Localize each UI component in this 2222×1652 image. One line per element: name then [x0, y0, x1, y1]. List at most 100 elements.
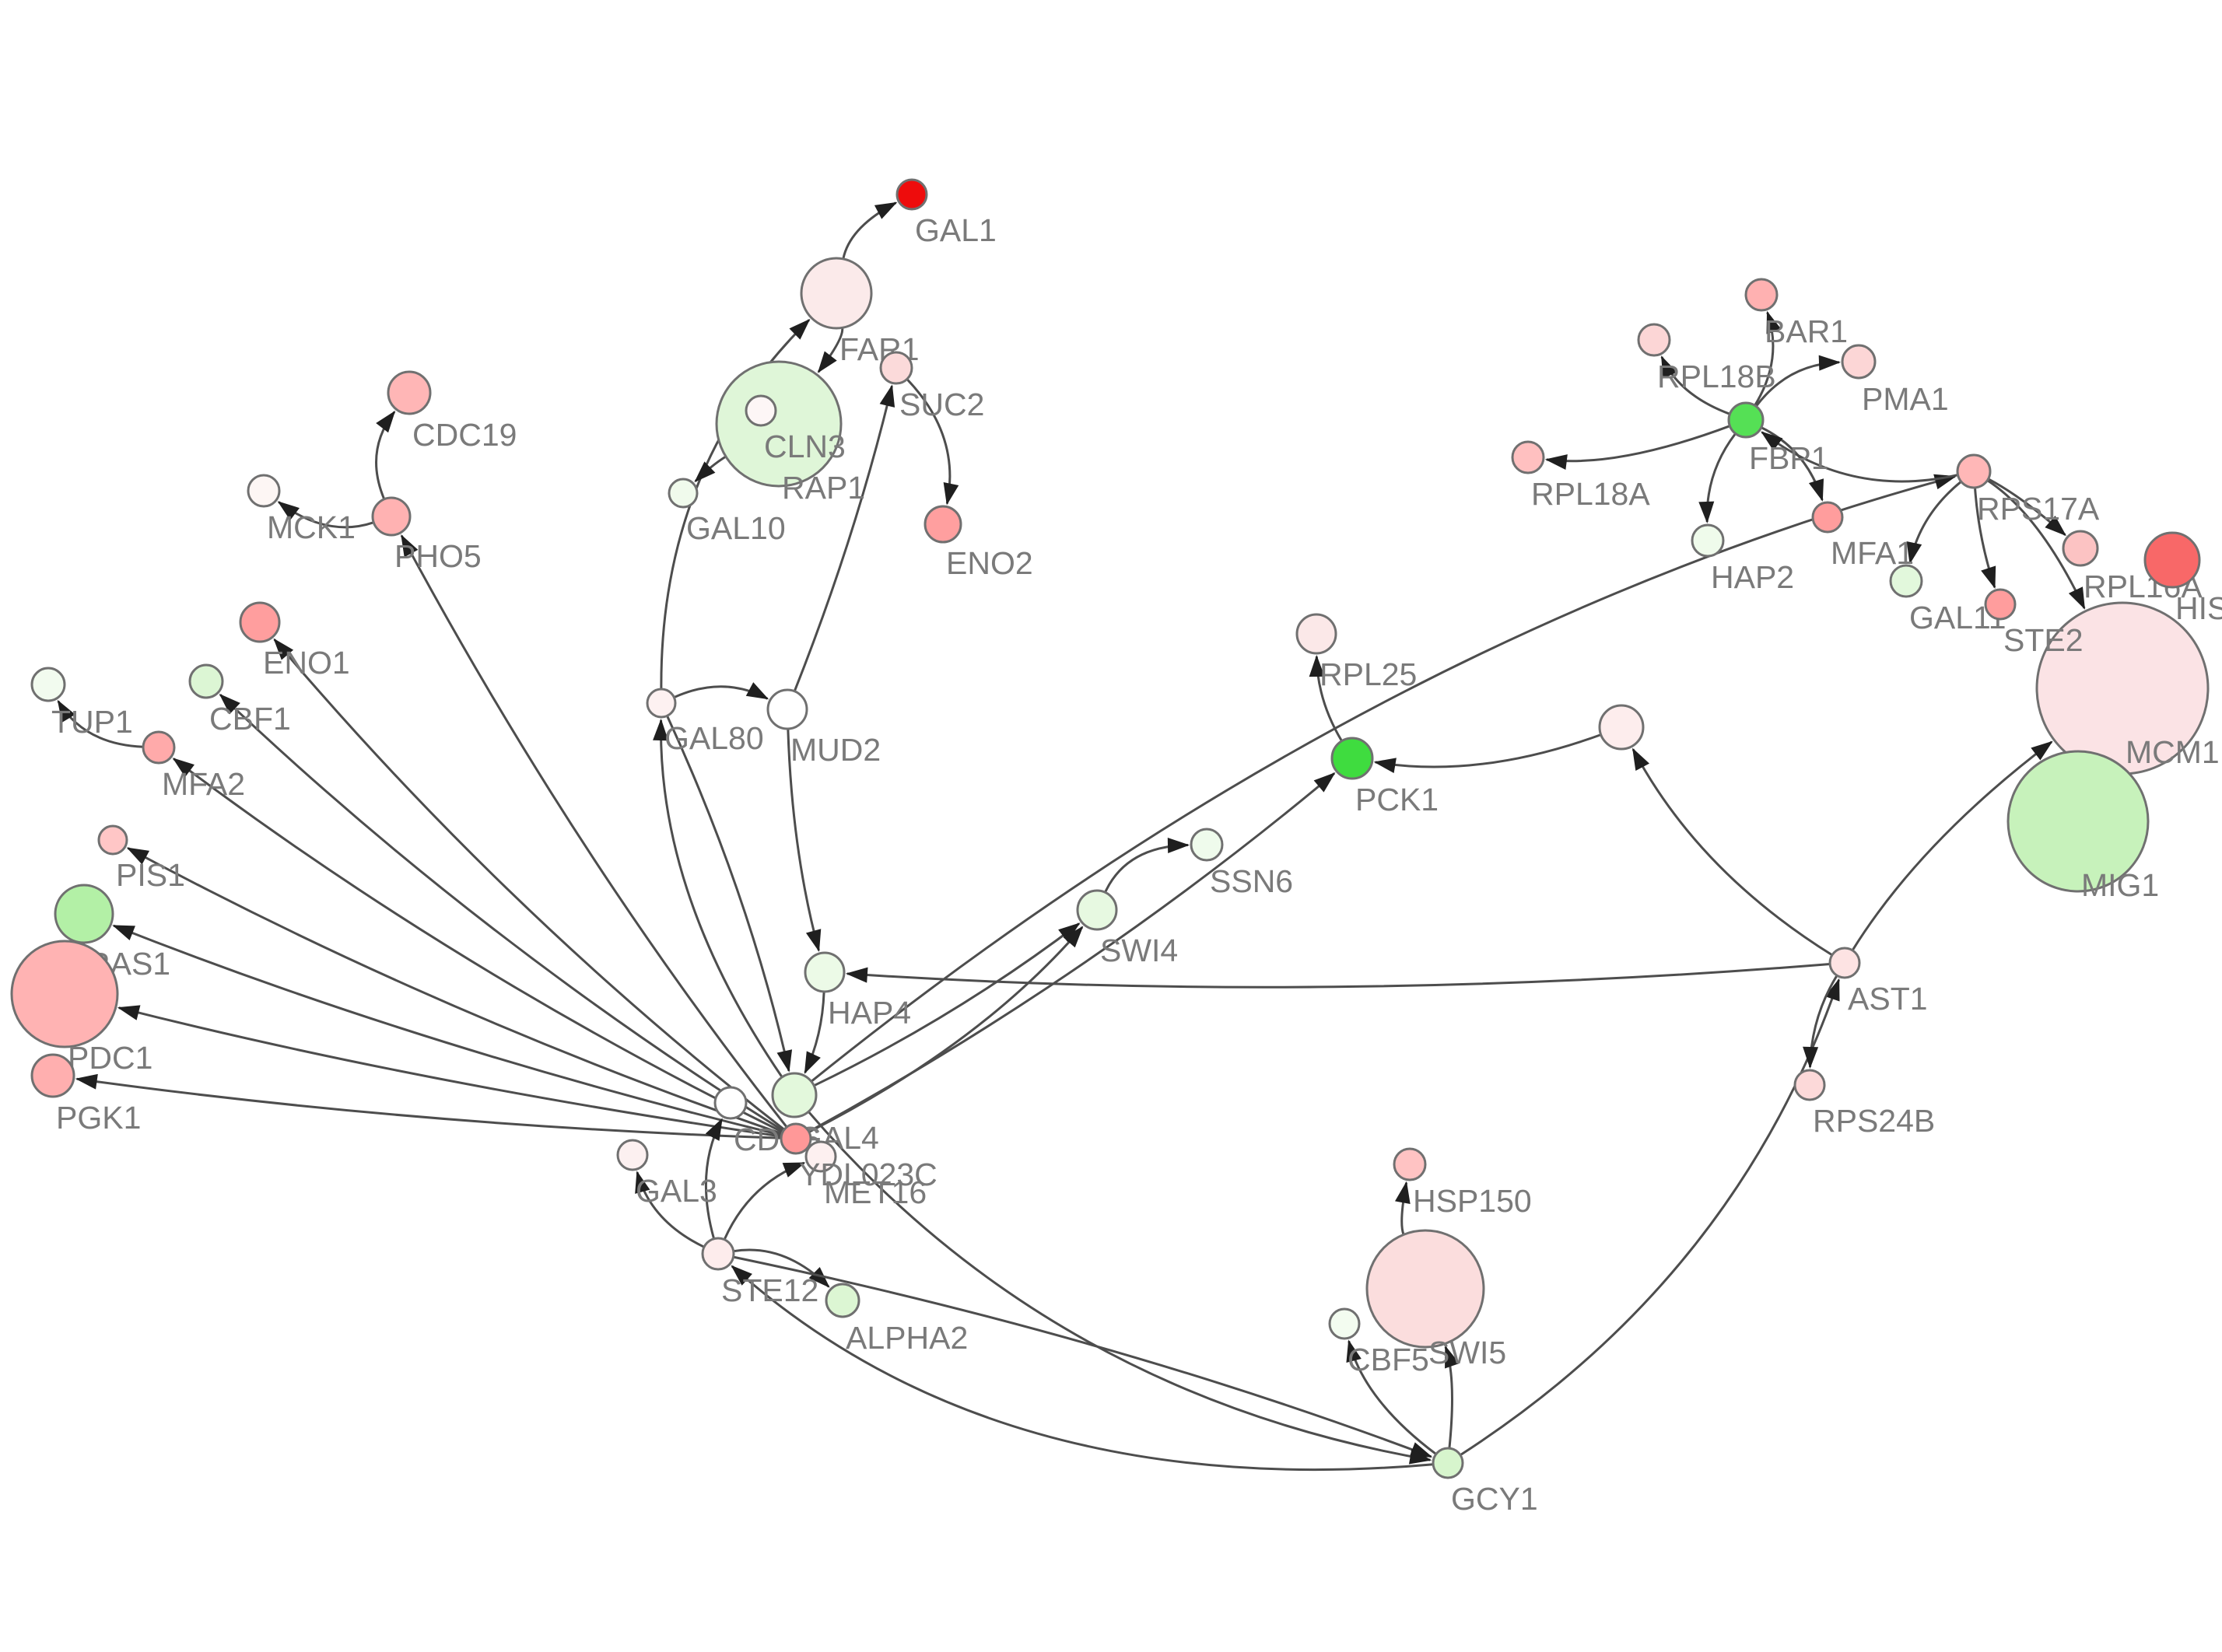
- node-circle-GAL11[interactable]: [1889, 564, 1923, 598]
- node-circle-RPS17A[interactable]: [1956, 453, 1992, 489]
- edge-GCY1-STE12[interactable]: [731, 1265, 1434, 1472]
- node-circle-STE2[interactable]: [1984, 588, 2017, 621]
- node-circle-SUC2[interactable]: [879, 351, 913, 385]
- edge-GAL4-GCY1[interactable]: [808, 1111, 1432, 1465]
- edge-YDL023C-PHO5[interactable]: [400, 534, 788, 1129]
- edge-PCK1-RPL25[interactable]: [1309, 655, 1343, 742]
- node-circle-RPS24B[interactable]: [1793, 1069, 1826, 1101]
- edge-STE12-CDC6[interactable]: [704, 1118, 724, 1240]
- edge-FBP1-RPL18B[interactable]: [1660, 355, 1730, 415]
- node-circle-PHO5[interactable]: [371, 496, 412, 537]
- edge-FBP1-PMA1[interactable]: [1755, 355, 1841, 408]
- node-circle-CBF5[interactable]: [1328, 1307, 1361, 1340]
- edge-FBP1-BAR1[interactable]: [1754, 310, 1782, 407]
- node-circle-AST1[interactable]: [1828, 947, 1861, 979]
- node-circle-MFA2[interactable]: [142, 730, 176, 765]
- node-circle-RAP1[interactable]: [715, 360, 843, 488]
- edge-MUD2-SUC2[interactable]: [793, 384, 895, 692]
- node-circle-PCK1[interactable]: [1330, 737, 1374, 780]
- edge-GAL80-GAL4[interactable]: [666, 715, 793, 1073]
- edge-RPS17A-GAL11[interactable]: [1906, 481, 1962, 565]
- node-circle-HSP150[interactable]: [1393, 1147, 1427, 1181]
- node-circle-GAL3[interactable]: [616, 1139, 649, 1171]
- edge-AST1-MCM1[interactable]: [1851, 740, 2053, 951]
- edge-PHO5-MCK1[interactable]: [277, 501, 374, 529]
- edge-YDL023C-SWI4[interactable]: [808, 926, 1084, 1133]
- node-circle-GAL10[interactable]: [668, 478, 699, 509]
- edge-GAL80-MUD2[interactable]: [673, 682, 769, 700]
- node-circle-MCK1[interactable]: [247, 474, 281, 508]
- edge-YDL023C-ENO1[interactable]: [273, 638, 785, 1131]
- node-circle-GAL4[interactable]: [771, 1072, 818, 1118]
- node-circle-SSN6[interactable]: [1190, 828, 1224, 862]
- edge-STE12-MET16[interactable]: [723, 1161, 806, 1241]
- node-circle-SWI5[interactable]: [1365, 1229, 1485, 1349]
- edge-SUC2-ENO2[interactable]: [906, 378, 959, 506]
- edge-SWI4-SSN6[interactable]: [1104, 838, 1190, 893]
- edge-YDL023C-PIS1[interactable]: [126, 847, 783, 1136]
- edge-MFA2-TUP1[interactable]: [57, 699, 144, 748]
- edge-RPS17A-MCM1[interactable]: [1986, 479, 2086, 610]
- node-circle-CDC6[interactable]: [713, 1086, 748, 1120]
- node-circle-BAR1[interactable]: [1744, 278, 1779, 312]
- edge-FBP1-HAP2[interactable]: [1698, 432, 1737, 523]
- node-circle-GCY1[interactable]: [1432, 1447, 1464, 1479]
- node-circle-FBP1[interactable]: [1727, 401, 1765, 439]
- node-circle-GAL80[interactable]: [646, 688, 677, 719]
- node-circle-MFA1[interactable]: [1811, 501, 1844, 534]
- edge-HAP4-GAL4[interactable]: [804, 991, 825, 1074]
- node-circle-RPL25[interactable]: [1295, 613, 1337, 655]
- node-circle-ENO1[interactable]: [239, 601, 281, 643]
- node-circle-STE12[interactable]: [701, 1237, 735, 1271]
- node-circle-MUD2[interactable]: [766, 688, 808, 730]
- node-circle-HAP2[interactable]: [1691, 523, 1725, 558]
- edge-AST1-HAP4[interactable]: [845, 963, 1831, 989]
- node-circle-HIS4[interactable]: [2143, 531, 2201, 589]
- node-circle-PIS1[interactable]: [97, 824, 128, 856]
- edge-node27-PCK1[interactable]: [1373, 733, 1602, 774]
- edge-GCY1-SWI5[interactable]: [1444, 1345, 1460, 1449]
- edge-FAR1-GAL1[interactable]: [842, 201, 898, 260]
- node-circle-TUP1[interactable]: [30, 667, 66, 702]
- edge-YDL023C-RAS1[interactable]: [112, 924, 782, 1136]
- edge-AST1-node27[interactable]: [1631, 747, 1833, 957]
- node-circle-PDC1[interactable]: [10, 940, 119, 1048]
- node-circle-SWI4[interactable]: [1076, 889, 1118, 931]
- node-circle-GAL1[interactable]: [895, 178, 928, 211]
- node-circle-PGK1[interactable]: [30, 1053, 75, 1098]
- edge-RPS17A-FBP1[interactable]: [1761, 431, 1958, 483]
- edge-RAP1-GAL10[interactable]: [694, 455, 727, 483]
- node-circle-CBF1[interactable]: [188, 663, 224, 699]
- edge-STE12-GAL3[interactable]: [635, 1171, 705, 1248]
- edge-FBP1-RPL18A[interactable]: [1544, 425, 1730, 470]
- edge-MUD2-HAP4[interactable]: [787, 728, 822, 952]
- edge-YDL023C-PCK1[interactable]: [808, 772, 1336, 1133]
- node-circle-RAS1[interactable]: [54, 884, 114, 944]
- edge-YDL023C-PDC1[interactable]: [117, 1005, 782, 1138]
- edge-PHO5-CDC19[interactable]: [375, 410, 396, 500]
- edge-RPS17A-STE2[interactable]: [1974, 487, 1996, 590]
- edge-SWI5-HSP150[interactable]: [1394, 1181, 1411, 1235]
- node-circle-RPL18B[interactable]: [1637, 323, 1671, 357]
- edge-STE12-ALPHA2[interactable]: [733, 1248, 830, 1288]
- node-circle-HAP4[interactable]: [804, 951, 846, 993]
- edge-YDL023C-CBF1[interactable]: [219, 693, 784, 1132]
- edge-GCY1-CBF5[interactable]: [1346, 1339, 1437, 1455]
- edge-GAL4-SWI4[interactable]: [813, 922, 1081, 1087]
- node-circle-node27[interactable]: [1598, 704, 1645, 751]
- node-circle-CLN3[interactable]: [745, 394, 777, 427]
- node-circle-MET16[interactable]: [804, 1140, 837, 1173]
- node-circle-MIG1[interactable]: [2006, 750, 2150, 893]
- node-circle-PMA1[interactable]: [1841, 344, 1877, 380]
- node-circle-ENO2[interactable]: [923, 505, 962, 544]
- node-circle-RPL16A[interactable]: [2062, 530, 2099, 567]
- edge-GAL4-RPS17A[interactable]: [810, 474, 1957, 1083]
- node-circle-ALPHA2[interactable]: [825, 1283, 860, 1318]
- node-circle-RPL18A[interactable]: [1511, 440, 1545, 474]
- node-circle-CDC19[interactable]: [387, 370, 432, 415]
- edge-YDL023C-MFA2[interactable]: [172, 758, 783, 1133]
- node-circle-FAR1[interactable]: [800, 257, 873, 330]
- edge-AST1-RPS24B[interactable]: [1803, 975, 1838, 1069]
- edge-GAL4-GAL80[interactable]: [653, 719, 783, 1078]
